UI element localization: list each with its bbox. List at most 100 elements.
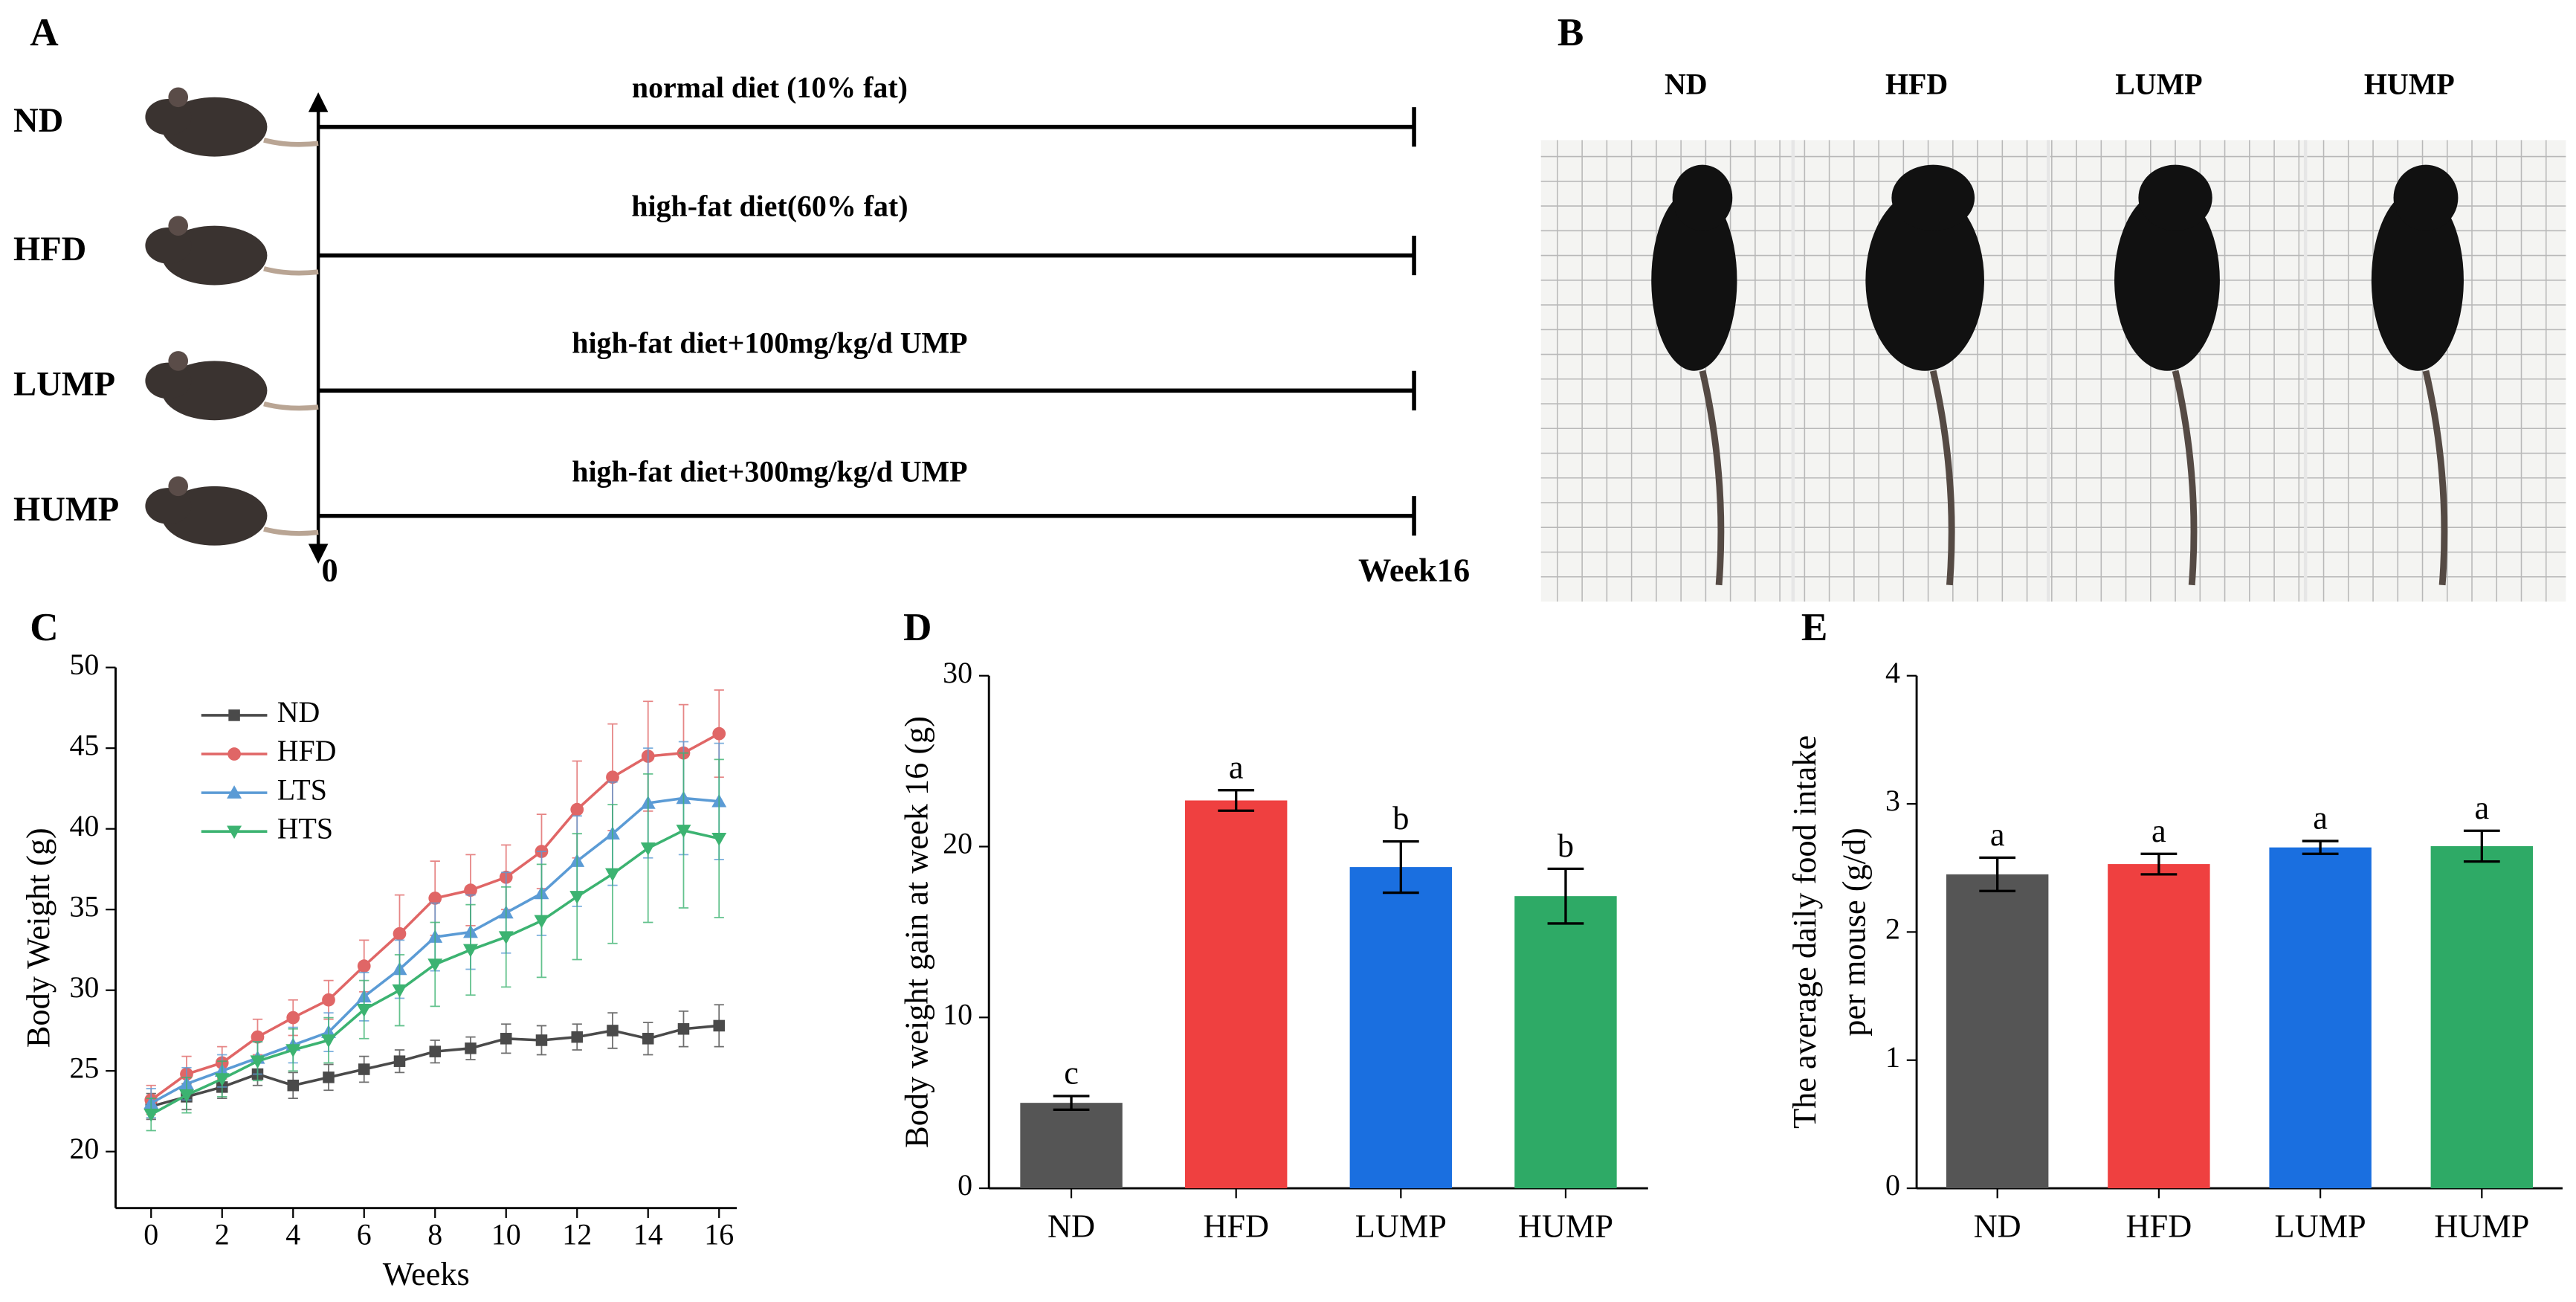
marker — [463, 944, 478, 958]
marker — [642, 1033, 654, 1045]
error-bar — [1218, 789, 1255, 812]
mouse-head — [145, 227, 192, 264]
x-tick-label: 14 — [633, 1218, 663, 1251]
mouse-head — [145, 98, 192, 135]
significance-letter: a — [2151, 813, 2166, 849]
x-tick-label: 6 — [357, 1218, 372, 1251]
group-label: LUMP — [13, 366, 115, 404]
error-bar — [2463, 829, 2500, 863]
error-bar — [1979, 856, 2016, 892]
mouse-head — [145, 488, 192, 524]
photo-label: LUMP — [2115, 68, 2202, 101]
mouse-body — [1651, 189, 1737, 371]
significance-letter: a — [1229, 749, 1244, 785]
legend-label: HTS — [277, 811, 333, 845]
mouse-ear — [168, 87, 189, 108]
y-axis-label: per mouse (g/d) — [1836, 828, 1872, 1037]
y-tick-label: 20 — [69, 1132, 99, 1165]
x-tick-label: HFD — [2126, 1208, 2192, 1245]
x-tick-label: 4 — [285, 1218, 300, 1251]
x-tick-label: 12 — [562, 1218, 592, 1251]
y-tick-label: 3 — [1885, 784, 1900, 817]
error-bar — [2302, 839, 2339, 855]
y-tick-label: 20 — [943, 827, 972, 860]
marker — [711, 832, 727, 846]
bar — [1514, 896, 1617, 1189]
marker — [605, 868, 620, 882]
marker — [228, 709, 240, 721]
y-tick-label: 25 — [69, 1051, 99, 1084]
group-label: ND — [13, 102, 63, 140]
y-axis-label: The average daily food intake — [1786, 735, 1823, 1129]
marker — [251, 1030, 265, 1044]
time-start: 0 — [322, 552, 338, 588]
y-tick-label: 2 — [1885, 912, 1900, 946]
mouse-tail — [2172, 370, 2198, 586]
marker — [227, 825, 242, 839]
bar — [1349, 867, 1453, 1189]
marker — [357, 959, 371, 973]
marker — [287, 1079, 299, 1092]
marker — [640, 842, 656, 856]
y-tick-label: 0 — [958, 1168, 972, 1202]
marker — [179, 1089, 194, 1103]
y-tick-label: 10 — [943, 997, 972, 1031]
photo-label: ND — [1665, 68, 1708, 101]
diet-label: high-fat diet(60% fat) — [631, 190, 908, 223]
mouse-head — [145, 362, 192, 399]
mouse-head — [1891, 164, 1975, 231]
marker — [676, 825, 691, 838]
diet-label: normal diet (10% fat) — [632, 71, 908, 104]
marker — [607, 1025, 619, 1037]
marker — [606, 770, 619, 784]
marker — [227, 785, 242, 799]
y-tick-label: 45 — [69, 728, 99, 761]
marker — [143, 1109, 159, 1122]
marker — [464, 883, 477, 897]
group-label: HFD — [13, 231, 86, 268]
mouse-head — [2138, 164, 2212, 231]
marker — [535, 1034, 548, 1046]
x-tick-label: ND — [1974, 1208, 2021, 1245]
marker — [569, 891, 585, 904]
mouse-tail — [1699, 370, 1725, 586]
x-tick-label: LUMP — [1355, 1208, 1447, 1245]
marker — [358, 1063, 370, 1075]
mouse-ear — [168, 476, 189, 497]
mouse-tail — [2422, 370, 2448, 586]
bar — [1946, 874, 2049, 1189]
y-tick-label: 4 — [1885, 656, 1900, 689]
marker — [429, 1045, 441, 1057]
marker — [571, 1031, 583, 1043]
x-tick-label: ND — [1047, 1208, 1095, 1245]
error-bar — [2140, 852, 2178, 876]
x-tick-label: HUMP — [1518, 1208, 1613, 1245]
marker — [286, 1011, 300, 1025]
marker — [712, 726, 726, 741]
x-tick-label: 2 — [215, 1218, 230, 1251]
marker — [570, 802, 584, 816]
marker — [322, 993, 335, 1007]
legend-label: LTS — [277, 773, 327, 806]
marker — [227, 747, 241, 761]
significance-letter: a — [2474, 790, 2489, 826]
y-tick-label: 30 — [943, 656, 972, 689]
x-tick-label: HUMP — [2434, 1208, 2529, 1245]
panel-label: A — [30, 10, 59, 54]
y-axis-label: Body Weight (g) — [20, 828, 57, 1048]
x-tick-label: 10 — [491, 1218, 521, 1251]
photo-label: HFD — [1885, 68, 1948, 101]
diet-label: high-fat diet+100mg/kg/d UMP — [572, 326, 967, 360]
mouse-tail — [1929, 370, 1955, 586]
marker — [323, 1071, 335, 1083]
significance-letter: a — [2313, 800, 2328, 837]
marker — [428, 892, 442, 905]
marker — [534, 915, 549, 929]
significance-letter: a — [1990, 816, 2005, 853]
error-bar — [1547, 867, 1584, 925]
y-tick-label: 1 — [1885, 1040, 1900, 1074]
error-bar — [1382, 839, 1419, 895]
mouse-head — [2393, 164, 2459, 231]
y-tick-label: 40 — [69, 809, 99, 842]
